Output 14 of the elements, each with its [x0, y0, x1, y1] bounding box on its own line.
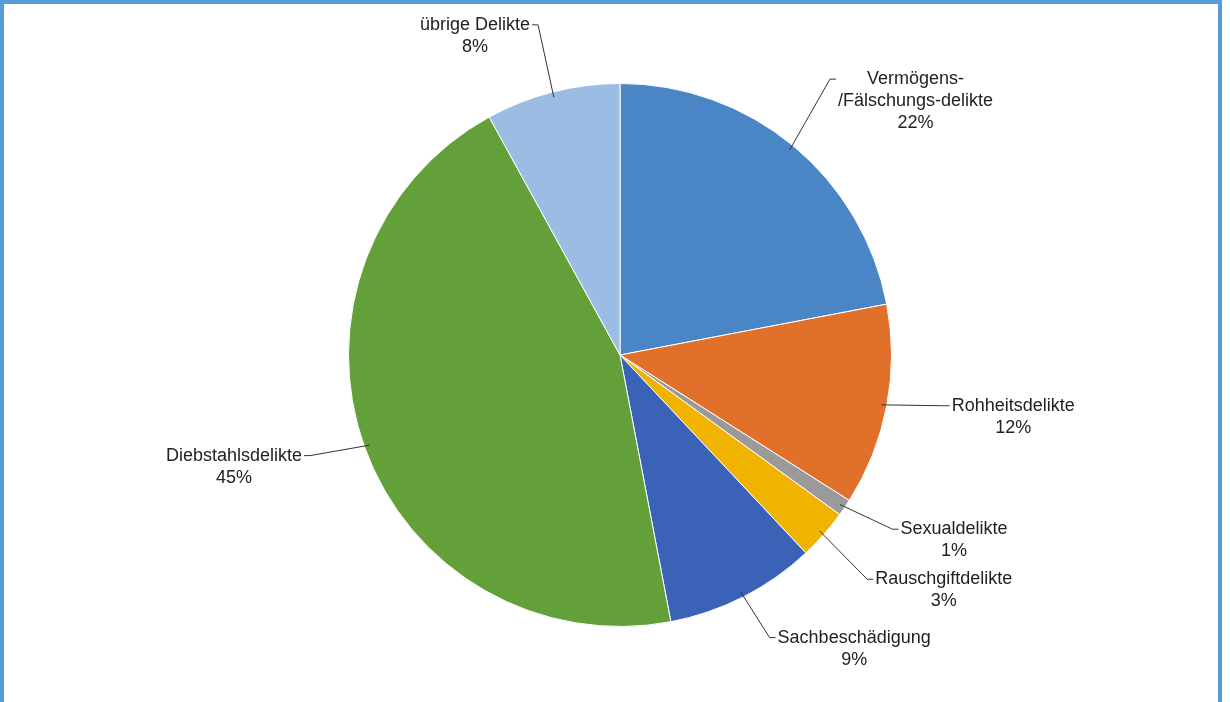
data-label: 1%: [941, 540, 968, 561]
slice-label: Diebstahlsdelikte: [165, 444, 302, 465]
slice-label: Rohheitsdelikte: [951, 394, 1075, 415]
slice-label: übrige Delikte: [420, 13, 531, 34]
data-label: 22%: [897, 112, 934, 133]
data-label: 45%: [215, 466, 252, 487]
data-label: 8%: [462, 35, 489, 56]
slice-label: Sachbeschädigung: [777, 626, 931, 647]
slice-label: Sexualdelikte: [900, 518, 1008, 539]
data-label: 9%: [841, 648, 868, 669]
slice-label: Vermögens-/Fälschungs-delikte: [838, 68, 994, 111]
slice-label: Rauschgiftdelikte: [875, 568, 1013, 589]
data-label: 12%: [995, 416, 1032, 437]
data-label: 3%: [930, 590, 957, 611]
